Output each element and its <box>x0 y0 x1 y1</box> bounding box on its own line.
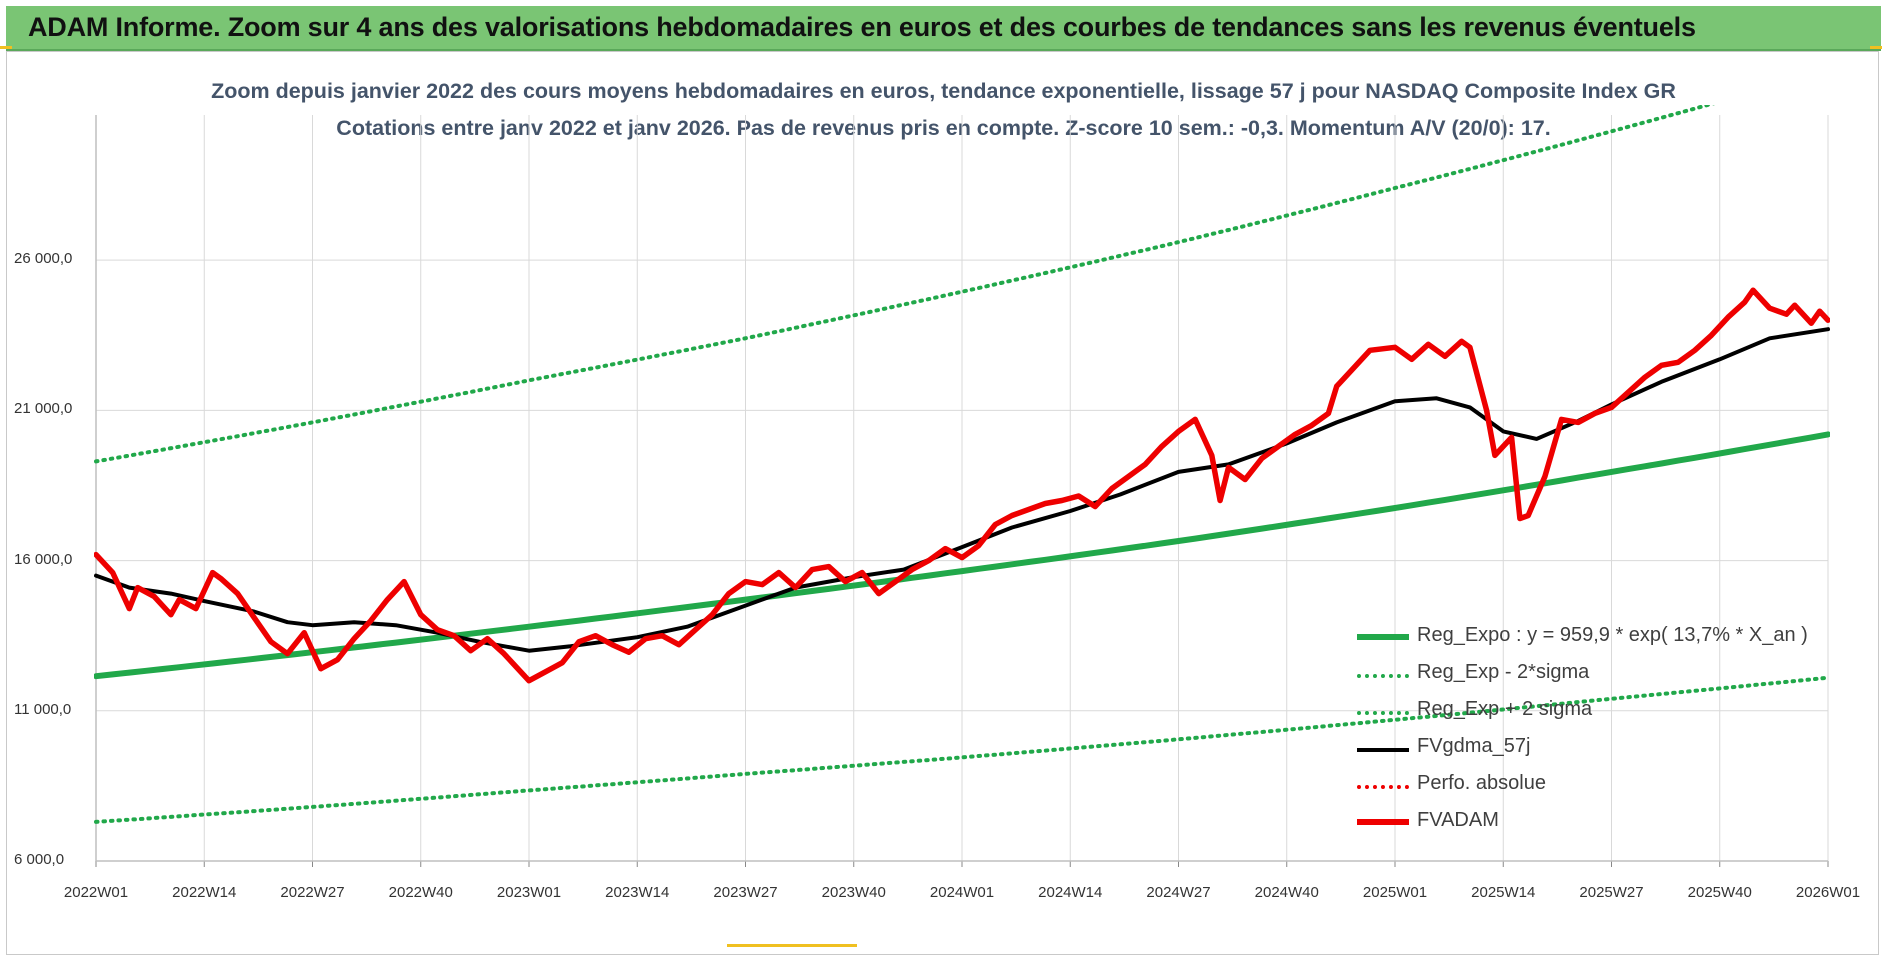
legend-label: Reg_Exp + 2 sigma <box>1417 698 1593 720</box>
x-tick-label: 2024W27 <box>1146 884 1211 901</box>
legend-item-fvgdma: FVgdma_57j <box>1355 731 1815 768</box>
x-tick-label: 2023W01 <box>496 884 562 901</box>
legend-item-fvadam: FVADAM <box>1355 805 1815 842</box>
banner-title: ADAM Informe. Zoom sur 4 ans des valoris… <box>28 12 1696 42</box>
x-tick-label: 2025W14 <box>1471 884 1536 901</box>
corner-mark-top-right <box>1870 46 1882 49</box>
legend-swatch <box>1357 748 1409 752</box>
corner-mark-top-left <box>0 46 12 49</box>
x-tick-label: 2024W01 <box>929 884 995 901</box>
x-tick-label: 2023W14 <box>605 884 670 901</box>
series-fvadam <box>94 287 1830 684</box>
chart-legend: Reg_Expo : y = 959,9 * exp( 13,7% * X_an… <box>1355 620 1815 842</box>
x-tick-label: 2025W40 <box>1687 884 1752 901</box>
x-tick-label: 2024W40 <box>1254 884 1319 901</box>
legend-item-reg-exp-plus: Reg_Exp + 2 sigma <box>1355 694 1815 731</box>
x-tick-label: 2025W01 <box>1362 884 1428 901</box>
y-tick-label: 21 000,0 <box>14 400 73 418</box>
legend-swatch <box>1357 819 1409 825</box>
x-tick-label: 2024W14 <box>1038 884 1103 901</box>
y-tick-label: 26 000,0 <box>14 250 73 268</box>
legend-item-reg-exp-minus: Reg_Exp - 2*sigma <box>1355 657 1815 694</box>
title-banner: ADAM Informe. Zoom sur 4 ans des valoris… <box>6 6 1881 51</box>
series-fvgdma-57j <box>94 327 1830 653</box>
chart-subtitle-line1: Zoom depuis janvier 2022 des cours moyen… <box>211 79 1676 103</box>
legend-label: Perfo. absolue <box>1417 772 1546 794</box>
x-tick-label: 2025W27 <box>1579 884 1644 901</box>
y-tick-label: 6 000,0 <box>14 851 65 868</box>
legend-item-reg-expo: Reg_Expo : y = 959,9 * exp( 13,7% * X_an… <box>1355 620 1815 657</box>
chart-subtitle-line2: Cotations entre janv 2022 et janv 2026. … <box>336 116 1551 140</box>
x-tick-label: 2023W27 <box>713 884 778 901</box>
legend-label: FVADAM <box>1417 809 1499 831</box>
legend-swatch <box>1357 674 1409 678</box>
x-tick-label: 2022W14 <box>172 884 237 901</box>
x-tick-label: 2022W40 <box>388 884 453 901</box>
y-tick-label: 11 000,0 <box>14 700 72 718</box>
legend-swatch <box>1357 711 1409 715</box>
chart-frame <box>6 51 1879 955</box>
legend-swatch <box>1357 785 1409 789</box>
legend-swatch <box>1357 634 1409 640</box>
series-reg-exp-plus-2sigma <box>94 105 1715 464</box>
x-tick-label: 2023W40 <box>821 884 886 901</box>
x-tick-label: 2022W27 <box>280 884 345 901</box>
legend-label: Reg_Exp - 2*sigma <box>1417 661 1590 683</box>
legend-item-perfo-absolue: Perfo. absolue <box>1355 768 1815 805</box>
series-reg-exp-minus-2sigma <box>94 675 1830 824</box>
x-tick-label: 2022W01 <box>63 884 129 901</box>
x-tick-label: 2026W01 <box>1795 884 1861 901</box>
legend-label: Reg_Expo : y = 959,9 * exp( 13,7% * X_an… <box>1417 624 1808 646</box>
bottom-mark <box>727 944 857 947</box>
legend-label: FVgdma_57j <box>1417 735 1531 757</box>
y-tick-label: 16 000,0 <box>14 550 73 568</box>
